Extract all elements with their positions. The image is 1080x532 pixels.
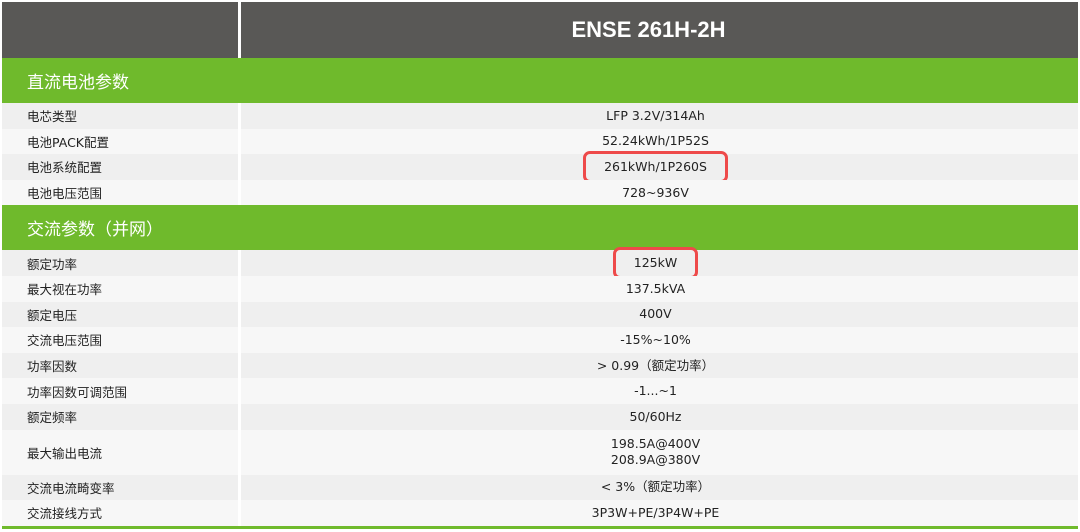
param-label: 交流电压范围 <box>2 327 238 353</box>
table-row: 电芯类型 LFP 3.2V/314Ah <box>2 103 1078 129</box>
highlighted-value: 125kW <box>612 247 699 280</box>
param-value-cell: 728~936V <box>241 179 1078 206</box>
value-group: -15%~10% <box>620 332 691 348</box>
value-group: > 0.99（额定功率） <box>597 358 714 374</box>
section-rows: 电芯类型 LFP 3.2V/314Ah 电池PACK配置 52.24kWh/1P52S… <box>2 103 1078 206</box>
value-group: -1...~1 <box>634 383 677 399</box>
table-row: 最大视在功率 137.5kVA <box>2 275 1078 302</box>
param-value-cell: 3P3W+PE/3P4W+PE <box>241 500 1078 526</box>
model-name: ENSE 261H-2H <box>241 2 1078 58</box>
param-value: 3P3W+PE/3P4W+PE <box>591 504 720 520</box>
section-header: 直流电池参数 <box>2 58 1078 103</box>
param-value: LFP 3.2V/314Ah <box>606 107 705 123</box>
param-label: 功率因数 <box>2 352 238 379</box>
value-group: < 3%（额定功率） <box>601 479 710 495</box>
value-group: 137.5kVA <box>626 281 685 297</box>
param-label: 电池PACK配置 <box>2 128 238 155</box>
param-value: 208.9A@380V <box>610 452 701 468</box>
table-row: 电池系统配置 261kWh/1P260S <box>2 150 1078 183</box>
param-label: 最大输出电流 <box>2 429 238 475</box>
param-value: 400V <box>639 306 672 322</box>
param-value: > 0.99（额定功率） <box>596 357 715 373</box>
value-group: LFP 3.2V/314Ah <box>606 108 705 124</box>
param-label: 额定功率 <box>2 250 238 276</box>
table-row: 最大输出电流 198.5A@400V 208.9A@380V <box>2 429 1078 475</box>
param-value-cell: 198.5A@400V 208.9A@380V <box>241 429 1078 475</box>
param-value: 52.24kWh/1P52S <box>602 133 709 149</box>
param-label: 交流接线方式 <box>2 500 238 526</box>
param-value-cell: 50/60Hz <box>241 403 1078 430</box>
table-row: 额定电压 400V <box>2 301 1078 328</box>
param-label: 电池系统配置 <box>2 154 238 180</box>
section-rows: 额定功率 125kW 最大视在功率 137.5kVA 额定电压 400V 交流电压范围 -15… <box>2 247 1078 526</box>
table-header: ENSE 261H-2H <box>2 2 1078 58</box>
param-value-cell: 137.5kVA <box>241 275 1078 302</box>
param-label: 额定频率 <box>2 403 238 430</box>
table-row: 交流接线方式 3P3W+PE/3P4W+PE <box>2 500 1078 526</box>
param-value: -1...~1 <box>634 383 677 399</box>
param-label: 额定电压 <box>2 301 238 328</box>
param-value-cell: -1...~1 <box>241 378 1078 404</box>
param-value: 50/60Hz <box>629 408 682 424</box>
bottom-divider <box>2 525 1078 529</box>
value-group: 198.5A@400V 208.9A@380V <box>611 436 700 468</box>
value-group: 400V <box>639 306 671 322</box>
table-row: 电池PACK配置 52.24kWh/1P52S <box>2 128 1078 155</box>
param-value: 198.5A@400V <box>610 436 701 452</box>
param-label: 交流电流畸变率 <box>2 474 238 501</box>
table-body: 直流电池参数 电芯类型 LFP 3.2V/314Ah 电池PACK配置 52.24kWh… <box>2 58 1078 526</box>
param-label: 电池电压范围 <box>2 179 238 206</box>
param-value-cell: < 3%（额定功率） <box>241 474 1078 501</box>
table-row: 电池电压范围 728~936V <box>2 179 1078 206</box>
param-label: 功率因数可调范围 <box>2 378 238 404</box>
table-row: 功率因数 > 0.99（额定功率） <box>2 352 1078 379</box>
table-row: 功率因数可调范围 -1...~1 <box>2 378 1078 404</box>
table-row: 交流电流畸变率 < 3%（额定功率） <box>2 474 1078 501</box>
header-blank-cell <box>2 2 238 58</box>
value-group: 52.24kWh/1P52S <box>602 133 709 149</box>
param-value-cell: > 0.99（额定功率） <box>241 352 1078 379</box>
param-value-cell: 400V <box>241 301 1078 328</box>
param-value: 137.5kVA <box>625 280 686 296</box>
value-group: 3P3W+PE/3P4W+PE <box>592 505 720 521</box>
section-header: 交流参数（并网） <box>2 205 1078 251</box>
param-value: 728~936V <box>622 184 689 200</box>
highlighted-value: 261kWh/1P260S <box>583 150 728 183</box>
table-row: 额定频率 50/60Hz <box>2 403 1078 430</box>
param-label: 最大视在功率 <box>2 275 238 302</box>
param-value-cell: -15%~10% <box>241 327 1078 353</box>
table-row: 额定功率 125kW <box>2 247 1078 280</box>
param-value: 261kWh/1P260S <box>604 158 707 174</box>
param-value-cell: 261kWh/1P260S <box>241 150 1078 183</box>
param-value: -15%~10% <box>620 331 691 347</box>
param-label: 电芯类型 <box>2 103 238 129</box>
param-value: < 3%（额定功率） <box>600 479 711 495</box>
param-value-cell: 125kW <box>241 247 1078 280</box>
param-value-cell: LFP 3.2V/314Ah <box>241 103 1078 129</box>
value-group: 728~936V <box>622 185 689 201</box>
param-value-cell: 52.24kWh/1P52S <box>241 128 1078 155</box>
param-value: 125kW <box>633 255 678 271</box>
table-row: 交流电压范围 -15%~10% <box>2 327 1078 353</box>
value-group: 50/60Hz <box>630 409 682 425</box>
